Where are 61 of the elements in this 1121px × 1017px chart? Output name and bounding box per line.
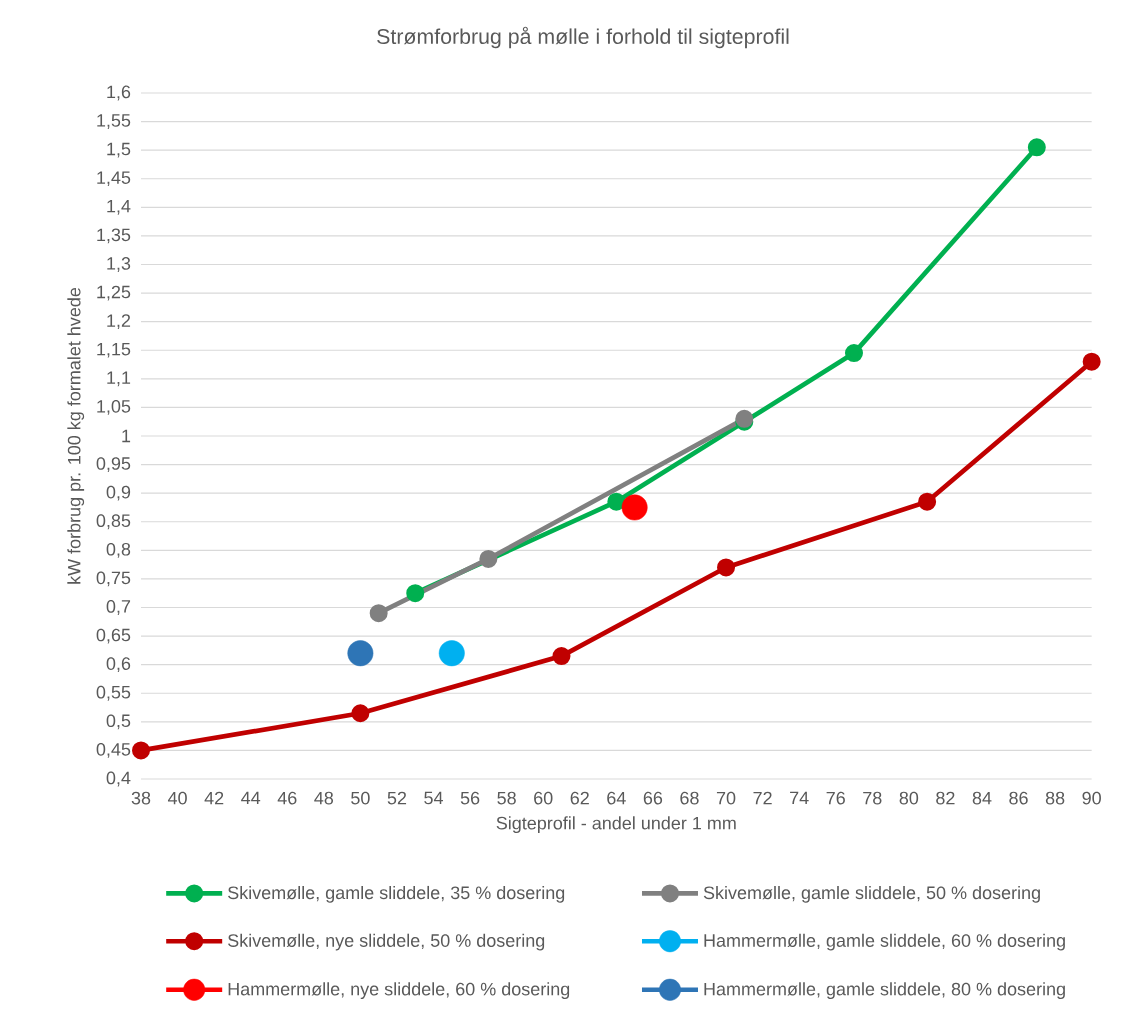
x-tick-label: 70 [716, 791, 736, 805]
x-tick-label: 88 [1045, 791, 1065, 805]
x-axis-title: Sigteprofil - andel under 1 mm [496, 816, 736, 834]
y-tick-label: 0,75 [96, 571, 131, 587]
x-tick-label: 52 [387, 791, 407, 805]
x-tick-label: 80 [899, 791, 919, 805]
legend-label: Hammermølle, gamle sliddele, 80 % dosering [704, 982, 1065, 1000]
y-tick-label: 1,15 [97, 342, 131, 358]
y-tick-label: 0,45 [96, 742, 131, 758]
x-tick-label: 58 [497, 791, 516, 805]
x-tick-label: 44 [241, 791, 261, 805]
y-tick-label: 0,4 [106, 771, 131, 787]
x-tick-label: 68 [680, 791, 699, 805]
x-tick-label: 74 [790, 791, 809, 805]
y-tick-label: 1,4 [107, 199, 131, 215]
x-tick-label: 90 [1082, 791, 1101, 805]
x-tick-label: 60 [534, 791, 553, 805]
y-tick-label: 1,45 [97, 171, 131, 187]
y-tick-label: 1,35 [97, 228, 131, 244]
x-tick-label: 72 [753, 791, 772, 805]
y-tick-label: 1,5 [107, 142, 131, 158]
y-tick-label: 1,3 [107, 257, 131, 272]
legend-label: Skivemølle, gamle sliddele, 50 % dosering [703, 885, 1040, 903]
x-tick-label: 42 [204, 791, 224, 805]
y-tick-label: 0,55 [96, 685, 131, 701]
legend-label: Hammermølle, gamle sliddele, 60 % dosering [704, 933, 1065, 951]
x-tick-label: 48 [314, 791, 334, 805]
y-tick-label: 1,2 [107, 314, 131, 330]
y-tick-label: 1,05 [97, 399, 131, 415]
y-tick-label: 0,8 [106, 542, 131, 558]
x-tick-label: 50 [351, 791, 370, 805]
y-tick-label: 0,6 [106, 657, 131, 673]
x-tick-label: 46 [277, 791, 297, 805]
y-tick-label: 1,55 [97, 114, 131, 129]
y-tick-label: 0,85 [96, 514, 131, 530]
y-tick-label: 1,1 [107, 371, 131, 387]
x-tick-label: 82 [936, 791, 955, 805]
x-tick-label: 84 [972, 791, 992, 805]
y-tick-label: 0,9 [106, 485, 131, 501]
legend-label: Skivemølle, gamle sliddele, 35 % dosering [228, 885, 565, 903]
x-tick-label: 64 [607, 791, 626, 805]
y-tick-label: 0,95 [96, 457, 131, 473]
y-tick-label: 1,6 [107, 85, 131, 101]
y-tick-label: 0,65 [96, 628, 131, 644]
y-tick-label: 1,25 [97, 285, 131, 301]
x-tick-label: 76 [826, 791, 845, 805]
x-tick-label: 62 [570, 791, 589, 805]
y-tick-label: 0,5 [106, 714, 131, 730]
x-tick-label: 40 [167, 791, 187, 805]
x-tick-label: 86 [1009, 791, 1028, 805]
legend-label: Hammermølle, nye sliddele, 60 % dosering [228, 982, 570, 1000]
y-tick-label: 0,7 [106, 600, 131, 615]
x-tick-label: 78 [863, 791, 882, 805]
x-tick-label: 56 [460, 791, 480, 805]
chart-title: Strømforbrug på mølle i forhold til sigteprofil [377, 26, 789, 49]
legend-label: Skivemølle, nye sliddele, 50 % dosering [228, 933, 545, 951]
y-tick-label: 1 [122, 429, 131, 443]
x-tick-label: 38 [131, 791, 151, 805]
x-tick-label: 66 [643, 791, 663, 805]
x-tick-label: 54 [424, 791, 444, 805]
y-axis-title: kW forbrug pr. 100 kg formalet hvede [67, 287, 85, 584]
